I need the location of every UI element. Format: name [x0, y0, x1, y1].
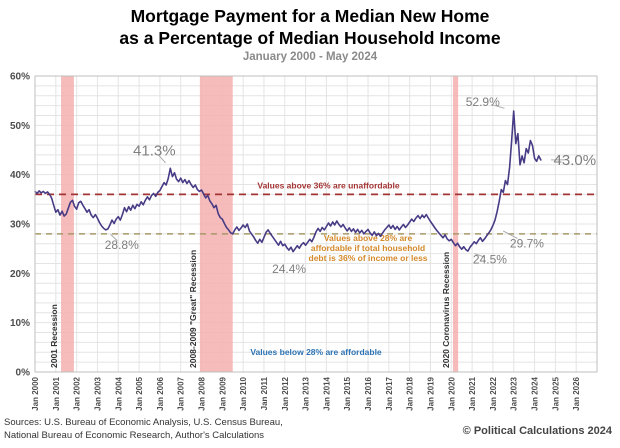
x-axis-tick-label: Jan 2001 — [52, 376, 61, 410]
x-axis-tick-label: Jan 2018 — [406, 376, 415, 410]
annotation-leader — [110, 234, 118, 242]
sources-line1: Sources: U.S. Bureau of Economic Analysi… — [4, 417, 283, 428]
annotation-leader — [491, 104, 505, 109]
mortgage-chart: 2001 Recession 2008-2009 "Great" Recessio… — [10, 72, 598, 411]
page-title-line1: Mortgage Payment for a Median New Home — [130, 6, 490, 26]
x-axis-tick-label: Jan 2007 — [177, 376, 186, 410]
recession-band — [61, 76, 74, 372]
zone-note-blue: Values below 28% are affordable — [250, 347, 382, 357]
sources-line2: National Bureau of Economic Research, Au… — [4, 429, 265, 441]
annotation-value: 24.5% — [473, 252, 507, 266]
copyright-note: © Political Calculations 2024 — [462, 425, 612, 437]
y-axis-tick-label: 20% — [10, 269, 30, 280]
series-line — [34, 110, 542, 253]
x-axis-tick-label: Jan 2006 — [156, 376, 165, 410]
x-axis-tick-label: Jan 2012 — [281, 376, 290, 410]
recession-band — [452, 76, 459, 372]
y-axis-tick-label: 0% — [16, 368, 31, 379]
x-axis-tick-label: Jan 2021 — [468, 376, 477, 410]
x-axis-tick-label: Jan 2022 — [489, 376, 498, 410]
annotation-leader — [502, 230, 518, 239]
x-axis-tick-label: Jan 2005 — [135, 376, 144, 410]
chart-subtitle: January 2000 - May 2024 — [242, 51, 378, 63]
x-axis-tick-label: Jan 2009 — [218, 376, 227, 410]
x-axis-tick-label: Jan 2020 — [447, 376, 456, 410]
x-axis-tick-label: Jan 2017 — [385, 376, 394, 410]
annotation-value: 41.3% — [133, 143, 176, 160]
x-axis-tick-label: Jan 2019 — [426, 376, 435, 410]
recession-label: 2001 Recession — [49, 304, 59, 368]
x-axis-tick-label: Jan 2000 — [31, 376, 40, 410]
plot-border — [34, 75, 598, 373]
reference-line-label: Values above 36% are unaffordable — [257, 180, 399, 190]
annotation-leader — [474, 253, 484, 258]
x-axis-tick-label: Jan 2016 — [364, 376, 373, 410]
x-axis-tick-label: Jan 2002 — [73, 376, 82, 410]
x-axis-tick-label: Jan 2026 — [572, 376, 581, 410]
x-axis-tick-label: Jan 2023 — [510, 376, 519, 410]
y-axis-tick-label: 50% — [10, 121, 30, 132]
y-axis-tick-label: 30% — [10, 220, 30, 231]
recession-label: 2008-2009 "Great" Recession — [188, 250, 198, 368]
x-axis-tick-label: Jan 2010 — [239, 376, 248, 410]
sources-note: Sources: U.S. Bureau of Economic Analysi… — [4, 417, 283, 442]
chart-header: Mortgage Payment for a Median New Home a… — [0, 5, 620, 63]
recession-label: 2020 Coronavirus Recession — [441, 252, 451, 368]
page-title-line2: as a Percentage of Median Household Inco… — [119, 28, 501, 48]
y-axis-tick-label: 40% — [10, 170, 30, 181]
x-axis-tick-label: Jan 2024 — [531, 376, 540, 410]
y-axis-tick-label: 10% — [10, 318, 30, 329]
annotation-value: 28.8% — [105, 238, 139, 252]
annotation-value: 29.7% — [510, 237, 544, 251]
annotation-value: 43.0% — [554, 152, 597, 169]
recession-band — [199, 76, 233, 372]
x-axis-tick-label: Jan 2003 — [93, 376, 102, 410]
zone-note-orange: Values above 28% are — [324, 233, 413, 243]
zone-note-orange: affordable if total household — [311, 243, 425, 253]
annotation-value: 52.9% — [466, 95, 500, 109]
x-axis-tick-label: Jan 2014 — [322, 376, 331, 410]
y-axis-tick-label: 60% — [10, 72, 30, 83]
x-axis-tick-label: Jan 2025 — [551, 376, 560, 410]
x-axis-tick-label: Jan 2011 — [260, 376, 269, 410]
annotation-value: 24.4% — [272, 262, 306, 276]
x-axis-tick-label: Jan 2008 — [198, 376, 207, 410]
x-axis-tick-label: Jan 2013 — [302, 376, 311, 410]
x-axis-tick-label: Jan 2015 — [343, 376, 352, 410]
zone-note-orange: debt is 36% of income or less — [309, 253, 428, 263]
x-axis-tick-label: Jan 2004 — [114, 376, 123, 410]
annotation-leader — [158, 154, 166, 164]
